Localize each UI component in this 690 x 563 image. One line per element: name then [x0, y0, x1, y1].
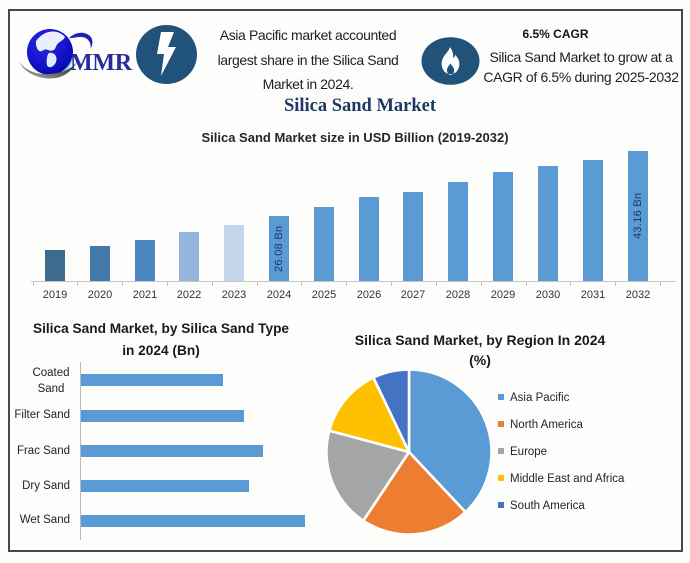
svg-text:MMR: MMR	[70, 50, 133, 76]
